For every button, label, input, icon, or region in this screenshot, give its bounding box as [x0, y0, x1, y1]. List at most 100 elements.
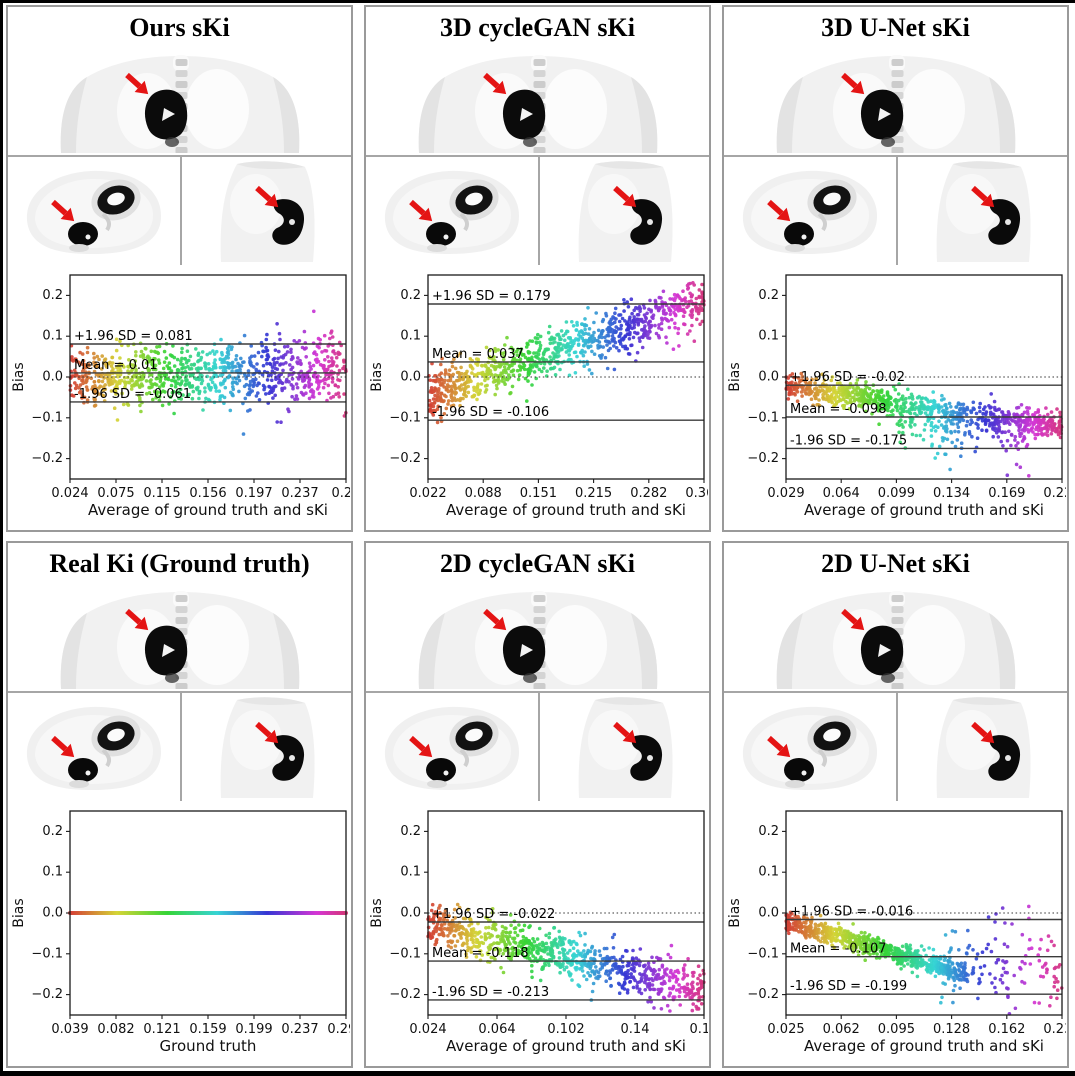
red-arrow-icon [51, 735, 75, 758]
lung-field [945, 174, 998, 234]
bland-altman-plot: 0.2 0.1 0.0 −0.1 −0.2 0.024 0.075 0.115 0.156 0.1… [8, 265, 351, 530]
x-tick-label: 0.062 [823, 1022, 860, 1037]
coronal-view-image [366, 585, 709, 691]
tumor-blob [68, 222, 98, 246]
sub-image-row [724, 157, 1067, 265]
tumor-speck [443, 234, 449, 240]
coronal-view-image [8, 49, 351, 155]
x-tick-label: 0.024 [409, 1022, 446, 1037]
x-tick-label: 0.075 [97, 486, 134, 501]
x-tick-label: 0.19 [690, 1022, 708, 1037]
lung-field [900, 605, 965, 685]
x-tick-label: 0.239 [1043, 1022, 1066, 1037]
annotation-mean: Mean = -0.098 [790, 402, 886, 417]
tumor-speck [85, 770, 91, 776]
panel-title: 2D U-Net sKi [821, 549, 970, 578]
tissue-smudge [459, 212, 470, 232]
result-panel-ours-ski: Ours sKi 0.2 0.1 0.0 −0.1 −0.2 0.024 0.075 0.11… [6, 5, 353, 532]
lung-field [945, 710, 998, 770]
panel-title: Ours sKi [129, 13, 230, 42]
y-tick-label: −0.2 [389, 987, 421, 1002]
x-tick-label: 0.088 [465, 486, 502, 501]
x-axis-label: Ground truth [160, 1037, 257, 1055]
spine-column [891, 59, 903, 153]
x-tick-label: 0.237 [281, 486, 318, 501]
annotation-mean: Mean = -0.107 [790, 942, 886, 957]
red-arrow-icon [767, 199, 791, 222]
y-tick-label: 0.0 [400, 370, 421, 385]
result-panel-2d-u-net-ski: 2D U-Net sKi 0.2 0.1 0.0 −0.1 −0.2 0.025 0.062… [722, 541, 1069, 1068]
red-arrow-icon [409, 735, 433, 758]
y-tick-label: 0.1 [42, 329, 63, 344]
axial-view-image [366, 157, 538, 265]
tumor-speck [801, 770, 807, 776]
y-axis-label: Bias [11, 362, 27, 391]
uptake-smudge [69, 780, 89, 788]
x-axis: 0.025 0.062 0.095 0.128 0.162 0.239 [767, 1015, 1067, 1037]
red-arrow-icon [767, 735, 791, 758]
x-axis: 0.039 0.082 0.121 0.159 0.199 0.237 0.292 [51, 1015, 351, 1037]
body-shading [952, 161, 1021, 169]
x-axis: 0.024 0.075 0.115 0.156 0.197 0.237 0.28 [51, 479, 351, 501]
x-tick-label: 0.162 [988, 1022, 1025, 1037]
x-tick-label: 0.024 [51, 486, 88, 501]
x-axis-label: Average of ground truth and sKi [804, 501, 1044, 519]
annotation-upper: +1.96 SD = 0.179 [432, 289, 551, 304]
y-tick-label: −0.1 [31, 410, 63, 425]
sub-image-row [366, 157, 709, 265]
annotation-lower: -1.96 SD = -0.061 [74, 387, 191, 402]
tumor-speck [1004, 755, 1011, 761]
horizontal-divider [366, 155, 709, 157]
y-tick-label: −0.1 [31, 946, 63, 961]
lung-field [229, 710, 282, 770]
y-tick-label: 0.2 [42, 288, 63, 303]
heart-ring-hole [107, 192, 125, 206]
y-tick-label: −0.2 [31, 987, 63, 1002]
y-tick-label: 0.1 [758, 865, 779, 880]
lung-field [542, 605, 607, 685]
panel-title: 3D U-Net sKi [821, 13, 970, 42]
tumor-blob [987, 735, 1020, 781]
tumor-blob [629, 199, 662, 245]
uptake-smudge [427, 780, 447, 788]
red-arrow-icon [482, 72, 506, 95]
scatter-points [68, 309, 348, 436]
vertical-divider [538, 157, 540, 265]
y-tick-label: 0.0 [42, 906, 63, 921]
x-tick-label: 0.367 [685, 486, 708, 501]
sub-image-row [8, 693, 351, 801]
axial-view-image [8, 693, 180, 801]
tumor-blob [426, 222, 456, 246]
scatter-points [427, 281, 706, 425]
x-axis-label: Average of ground truth and sKi [88, 501, 328, 519]
uptake-smudge [785, 780, 805, 788]
uptake-smudge [522, 137, 537, 147]
panel-title: 2D cycleGAN sKi [440, 549, 635, 578]
shoulder-shading [418, 77, 445, 153]
x-tick-label: 0.095 [878, 1022, 915, 1037]
annotation-upper: +1.96 SD = -0.016 [790, 905, 913, 920]
y-tick-label: −0.1 [747, 410, 779, 425]
annotation-upper: +1.96 SD = 0.081 [74, 329, 193, 344]
tissue-smudge [817, 748, 828, 768]
x-tick-label: 0.159 [189, 1022, 226, 1037]
x-tick-label: 0.28 [332, 486, 350, 501]
x-tick-label: 0.134 [933, 486, 970, 501]
annotation-upper: +1.96 SD = -0.022 [432, 907, 555, 922]
red-arrow-icon [970, 185, 994, 208]
scatter-points [784, 904, 1064, 1016]
shoulder-shading [988, 613, 1015, 689]
shoulder-shading [630, 77, 657, 153]
y-axis: 0.2 0.1 0.0 −0.1 −0.2 [389, 824, 428, 1002]
y-tick-label: 0.1 [400, 329, 421, 344]
annotation-lower: -1.96 SD = -0.175 [790, 433, 907, 448]
x-tick-label: 0.115 [143, 486, 180, 501]
y-axis-label: Bias [369, 898, 385, 927]
x-tick-label: 0.039 [51, 1022, 88, 1037]
axial-view-image [724, 157, 896, 265]
annotation-upper: +1.96 SD = -0.02 [790, 370, 905, 385]
lung-field [587, 174, 640, 234]
result-panel-3d-u-net-ski: 3D U-Net sKi 0.2 0.1 0.0 −0.1 −0.2 0.029 0.064… [722, 5, 1069, 532]
uptake-smudge [880, 673, 895, 683]
heart-ring-hole [823, 192, 841, 206]
